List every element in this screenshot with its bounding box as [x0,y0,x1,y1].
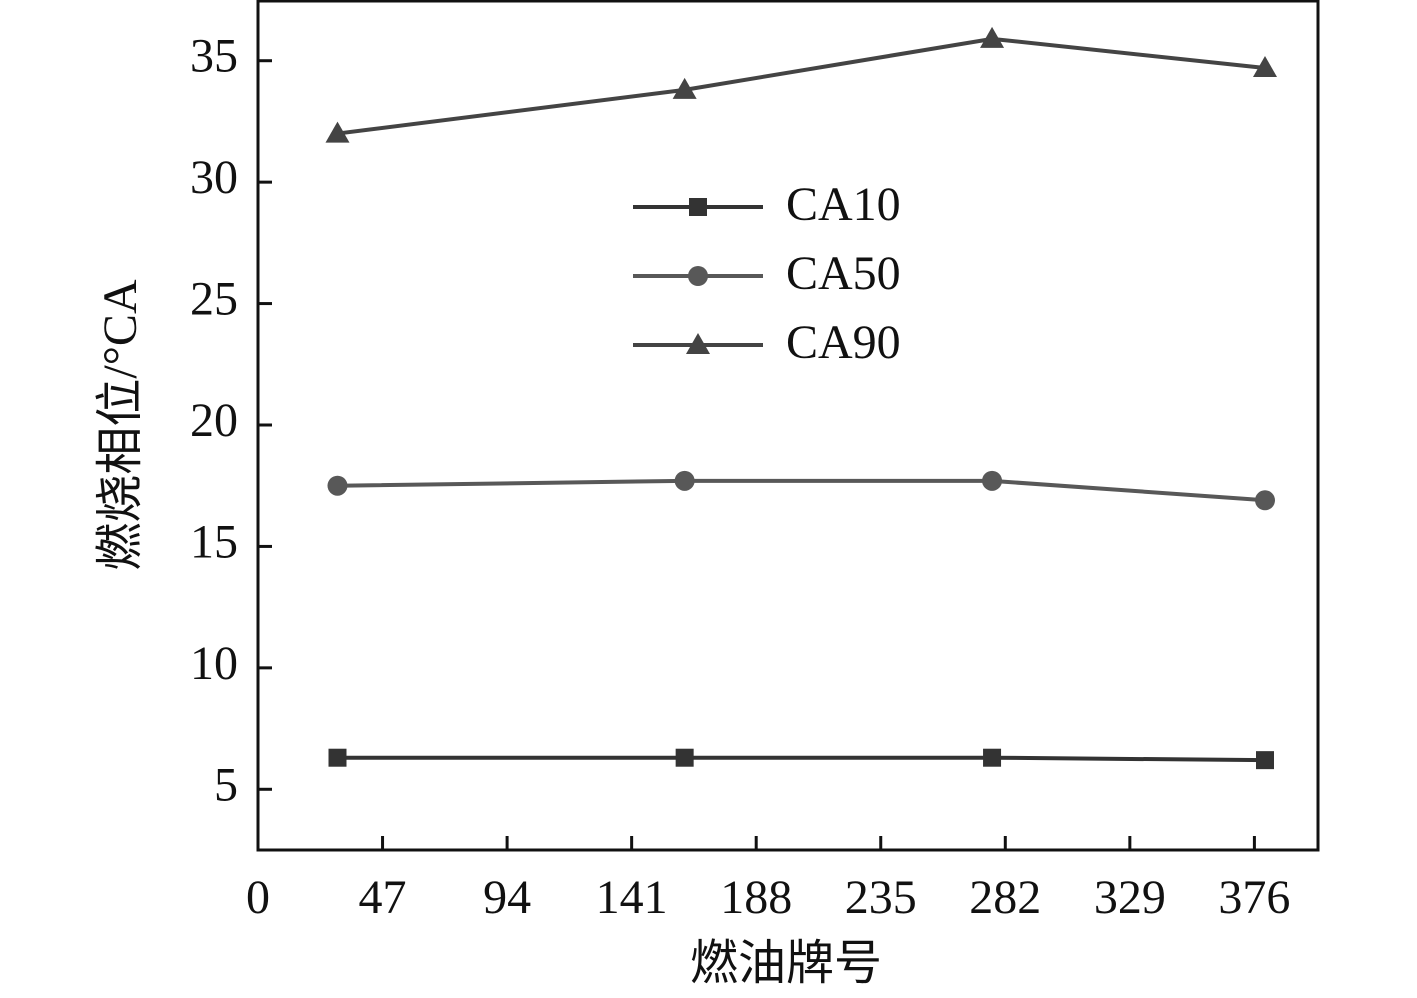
x-tick-label: 376 [1218,871,1290,924]
x-tick-label: 0 [246,871,270,924]
legend-label: CA50 [786,247,901,300]
y-tick-label: 15 [190,515,238,568]
legend-label: CA10 [786,178,901,231]
legend-label: CA90 [786,316,901,369]
series-line [337,755,1266,763]
data-point [982,470,1003,491]
data-point [1255,490,1275,511]
x-tick-label: 235 [845,871,917,924]
y-tick-label: 10 [190,637,238,690]
data-point [983,748,1002,767]
data-point [675,748,694,767]
y-tick-label: 25 [190,273,238,326]
x-tick-label: 282 [969,871,1041,924]
y-tick-label: 30 [190,151,238,204]
data-point [327,475,348,496]
y-tick-label: 35 [190,30,238,83]
data-point [325,121,350,143]
series-line [337,36,1266,136]
data-point [672,77,697,99]
x-axis-label: 燃油牌号 [690,937,882,990]
data-point [1256,751,1274,770]
data-point [328,748,347,767]
x-tick-label: 47 [359,871,407,924]
plot-frame [256,0,1320,852]
y-tick-label: 20 [190,394,238,447]
data-point [980,26,1005,48]
data-point [1253,56,1277,77]
series-line [337,478,1266,503]
x-tick-label: 94 [483,871,531,924]
data-point [674,470,695,491]
legend-marker [689,198,707,216]
x-tick-label: 188 [720,871,792,924]
y-tick-label: 5 [214,758,238,811]
x-tick-label: 329 [1094,871,1166,924]
legend-marker [686,333,710,354]
x-tick-label: 141 [596,871,668,924]
legend-marker [688,266,708,286]
y-axis-label: 燃烧相位/°CA [94,279,147,571]
